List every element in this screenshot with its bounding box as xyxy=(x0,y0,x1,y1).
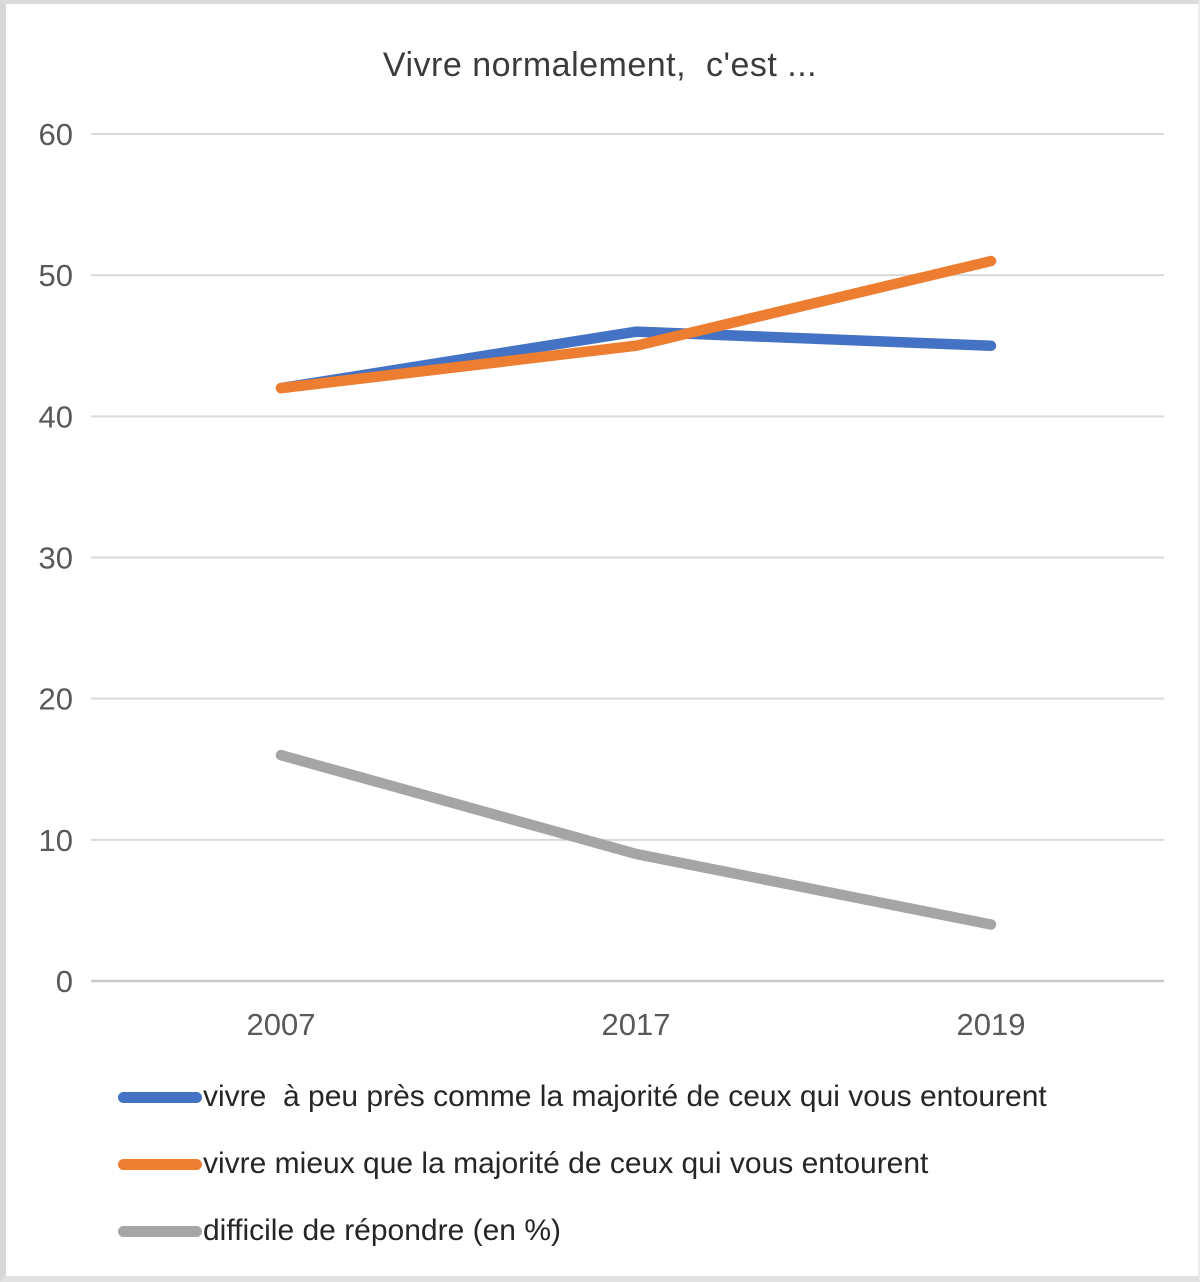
x-axis-tick-label-2007: 2007 xyxy=(247,1007,316,1042)
legend-item-series-1: vivre à peu près comme la majorité de ce… xyxy=(118,1076,1047,1118)
y-axis-tick-label-60: 60 xyxy=(39,117,73,152)
legend-line-swatch-blue xyxy=(118,1091,202,1103)
data-line-series-3 xyxy=(275,749,997,930)
data-line-series-2 xyxy=(275,255,997,394)
y-axis-tick-label-30: 30 xyxy=(39,541,73,576)
legend-label-series-2: vivre mieux que la majorité de ceux qui … xyxy=(203,1147,929,1180)
y-axis-tick-label-40: 40 xyxy=(39,399,73,434)
chart-title: Vivre normalement, c'est ... xyxy=(382,46,818,84)
chart-legend: vivre à peu près comme la majorité de ce… xyxy=(118,1076,1047,1252)
x-axis-tick-label-2019: 2019 xyxy=(957,1007,1026,1042)
legend-label-series-3: difficile de répondre (en %) xyxy=(203,1214,561,1247)
x-axis-tick-label-2017: 2017 xyxy=(602,1007,671,1042)
legend-line-swatch-orange xyxy=(118,1158,202,1170)
y-axis-tick-label-50: 50 xyxy=(39,258,73,293)
y-axis-tick-label-20: 20 xyxy=(39,682,73,717)
legend-label-series-1: vivre à peu près comme la majorité de ce… xyxy=(203,1080,1047,1113)
y-axis-tick-label-10: 10 xyxy=(39,823,73,858)
y-axis-tick-label-0: 0 xyxy=(56,964,73,999)
legend-item-series-3: difficile de répondre (en %) xyxy=(118,1210,1047,1252)
line-chart-canvas: 0 10 20 30 40 50 60 2007 2017 2019 xyxy=(39,117,1164,1042)
legend-item-series-2: vivre mieux que la majorité de ceux qui … xyxy=(118,1143,1047,1185)
legend-line-swatch-gray xyxy=(118,1225,202,1237)
